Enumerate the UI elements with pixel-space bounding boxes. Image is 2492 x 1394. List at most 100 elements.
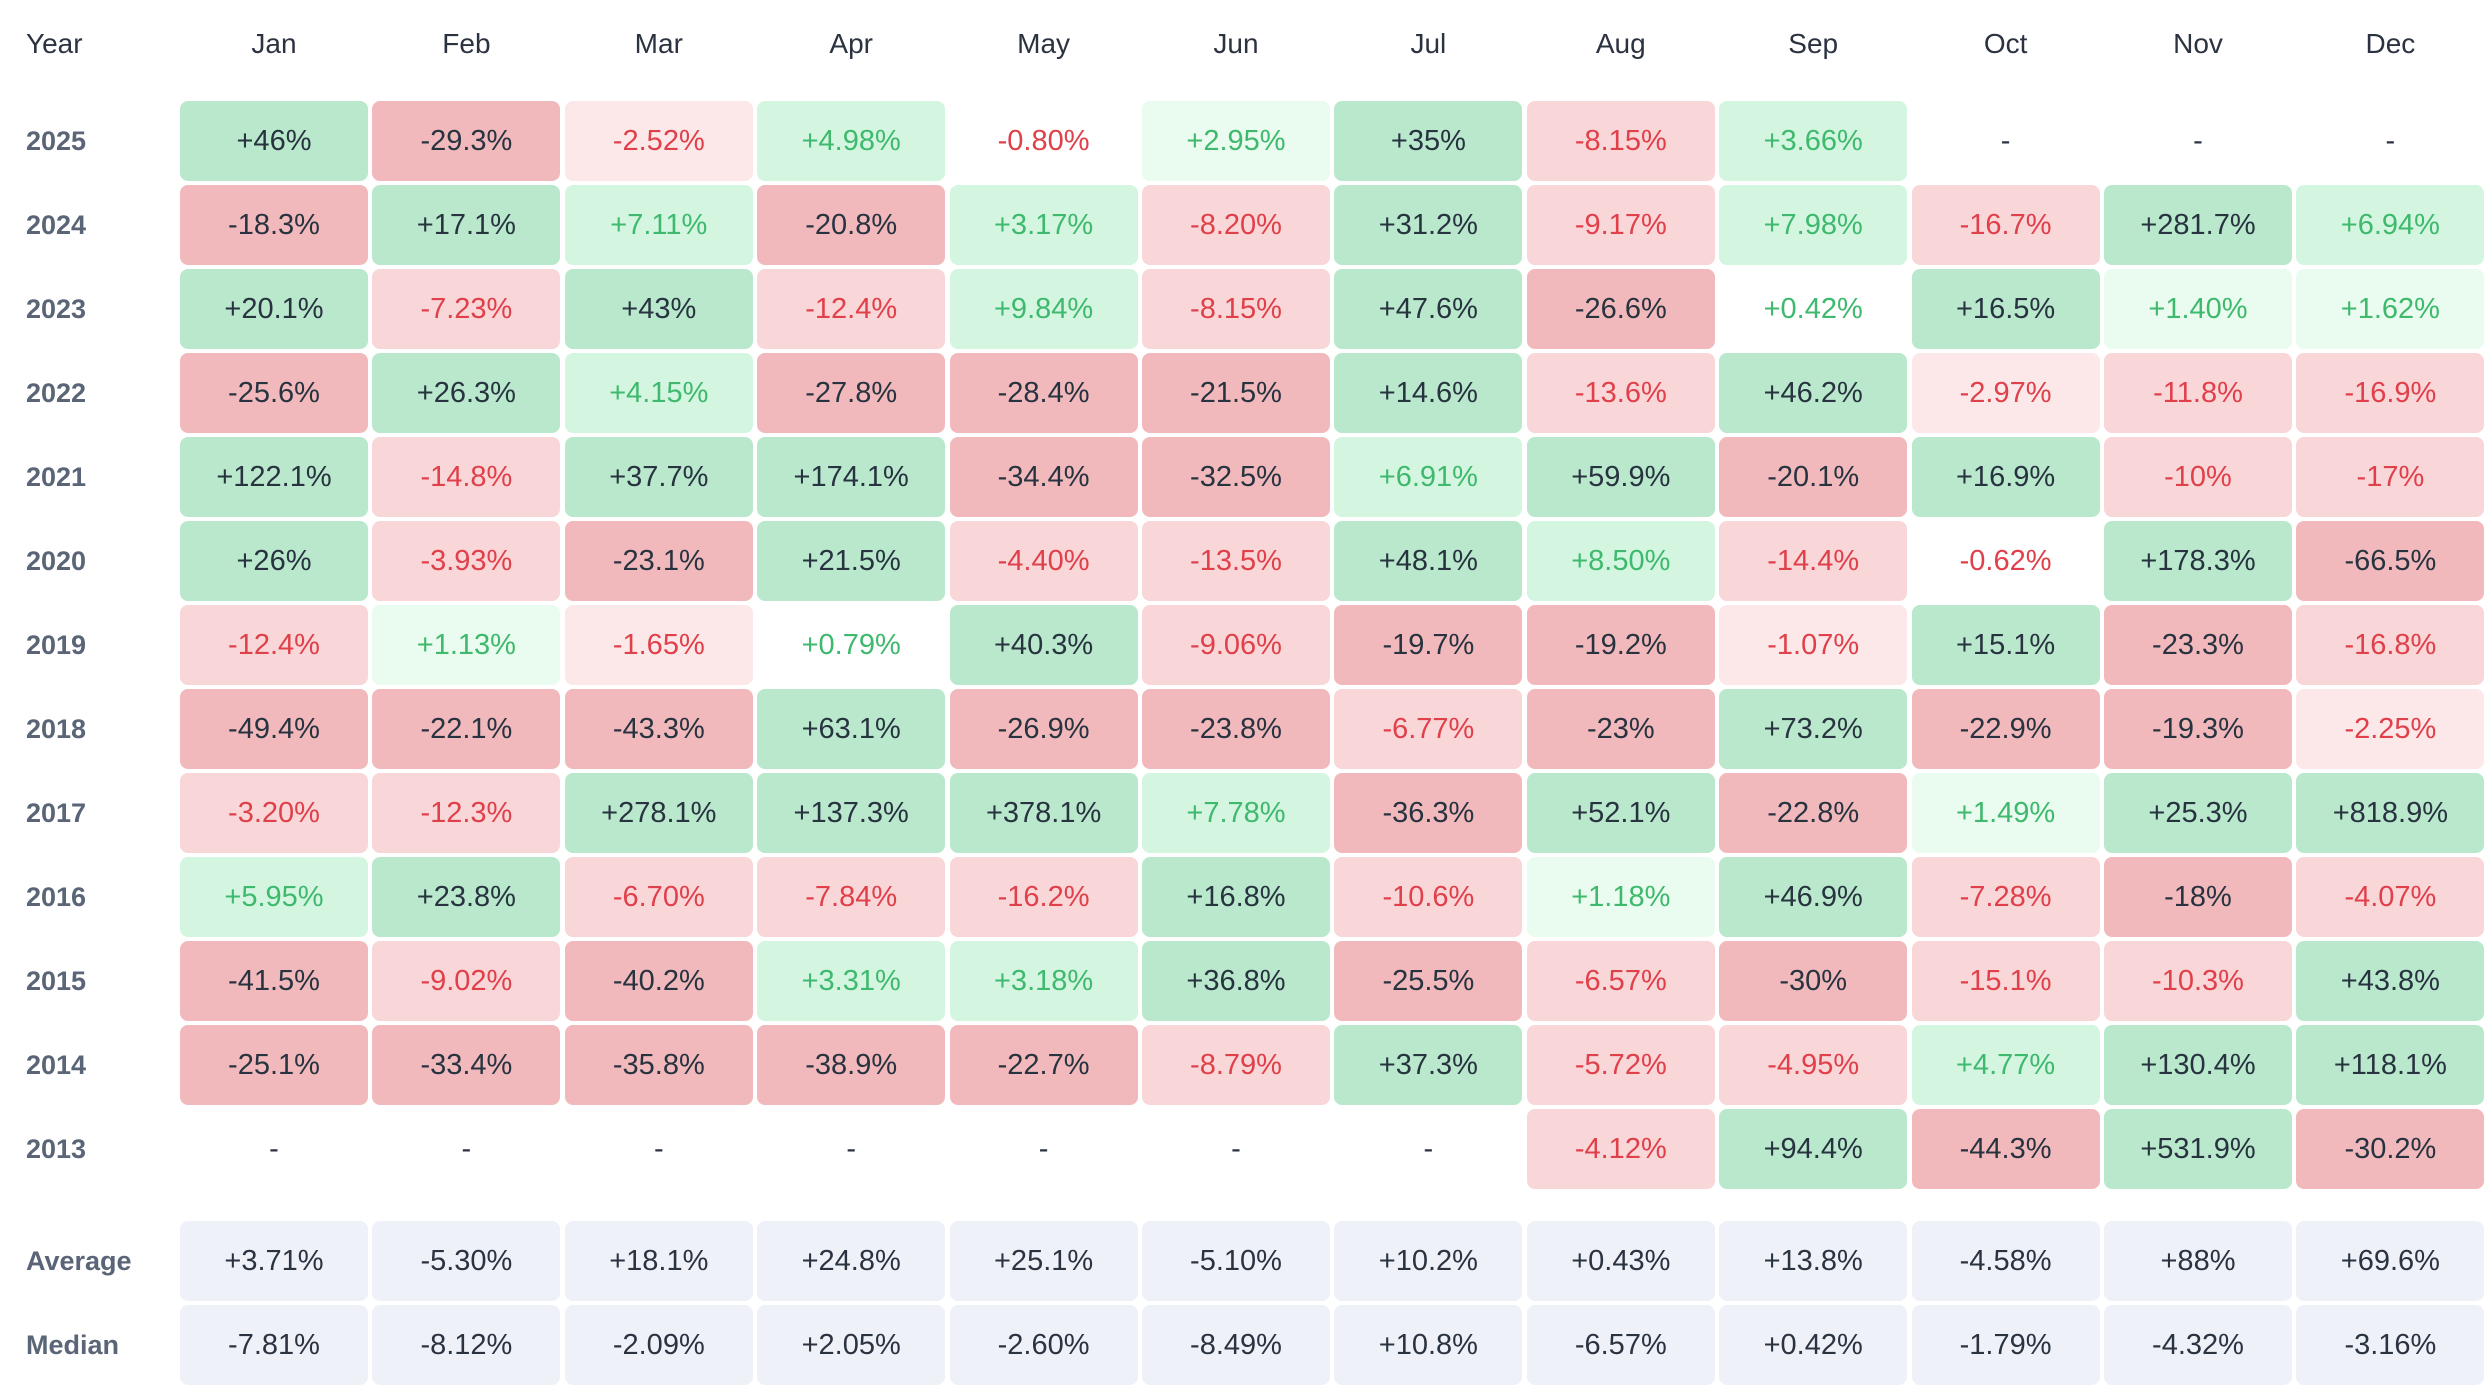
heatmap-cell: -13.6% — [1526, 353, 1715, 433]
month-header-apr: Apr — [829, 28, 873, 59]
month-header-jun: Jun — [1213, 28, 1259, 59]
heatmap-cell: +25.3% — [2104, 773, 2292, 853]
heatmap-cell: +7.98% — [1719, 185, 1908, 265]
heatmap-cell: +818.9% — [2296, 773, 2485, 853]
heatmap-cell: -12.4% — [757, 269, 946, 349]
heatmap-cell: -44.3% — [1911, 1109, 2100, 1189]
heatmap-cell: +1.13% — [372, 605, 561, 685]
heatmap-cell: -11.8% — [2104, 353, 2292, 433]
year-label: 2025 — [26, 126, 87, 156]
heatmap-cell: - — [2193, 124, 2203, 157]
heatmap-cell: +281.7% — [2104, 185, 2292, 265]
heatmap-cell: -23.3% — [2104, 605, 2292, 685]
summary-cell: -7.81% — [180, 1305, 368, 1385]
heatmap-cell: -22.7% — [949, 1025, 1138, 1105]
summary-cell: +13.8% — [1719, 1221, 1908, 1301]
heatmap-cell: +1.18% — [1526, 857, 1715, 937]
heatmap-cell: +52.1% — [1526, 773, 1715, 853]
heatmap-cell: -19.3% — [2104, 689, 2292, 769]
heatmap-cell: -49.4% — [180, 689, 368, 769]
heatmap-cell: -7.23% — [372, 269, 561, 349]
month-header-may: May — [1017, 28, 1071, 59]
heatmap-cell: +7.11% — [564, 185, 753, 265]
heatmap-cell: -4.40% — [949, 521, 1138, 601]
heatmap-cell: +47.6% — [1334, 269, 1523, 349]
heatmap-cell: -7.28% — [1911, 857, 2100, 937]
heatmap-cell: +63.1% — [757, 689, 946, 769]
heatmap-cell: +23.8% — [372, 857, 561, 937]
heatmap-cell: +378.1% — [949, 773, 1138, 853]
month-header-jul: Jul — [1410, 28, 1447, 59]
month-header-oct: Oct — [1983, 28, 2028, 59]
heatmap-cell: +178.3% — [2104, 521, 2292, 601]
heatmap-cell: -7.84% — [757, 857, 946, 937]
heatmap-cell: -66.5% — [2296, 521, 2485, 601]
month-header-sep: Sep — [1788, 28, 1839, 59]
summary-cell: -4.58% — [1911, 1221, 2100, 1301]
heatmap-cell: -9.02% — [372, 941, 561, 1021]
heatmap-cell: +26.3% — [372, 353, 561, 433]
heatmap-cell: -14.8% — [372, 437, 561, 517]
heatmap-cell: -1.65% — [564, 605, 753, 685]
heatmap-cell: +20.1% — [180, 269, 368, 349]
heatmap-cell: -12.3% — [372, 773, 561, 853]
heatmap-cell: -35.8% — [564, 1025, 753, 1105]
heatmap-cell: -19.7% — [1334, 605, 1523, 685]
summary-cell: -6.57% — [1526, 1305, 1715, 1385]
heatmap-cell: +5.95% — [180, 857, 368, 937]
heatmap-cell: +9.84% — [949, 269, 1138, 349]
summary-cell: -8.12% — [372, 1305, 561, 1385]
heatmap-cell: - — [461, 1132, 472, 1165]
heatmap-cell: +14.6% — [1334, 353, 1523, 433]
heatmap-cell: +48.1% — [1334, 521, 1523, 601]
heatmap-cell: - — [653, 1132, 664, 1165]
heatmap-cell: -10% — [2104, 437, 2292, 517]
heatmap-cell: -9.06% — [1142, 605, 1330, 685]
year-label: 2016 — [26, 882, 87, 912]
heatmap-cell: -30.2% — [2296, 1109, 2485, 1189]
heatmap-cell: -8.79% — [1142, 1025, 1330, 1105]
heatmap-cell: -6.70% — [564, 857, 753, 937]
heatmap-cell: +1.49% — [1911, 773, 2100, 853]
year-label: 2024 — [26, 210, 87, 240]
heatmap-cell: +15.1% — [1911, 605, 2100, 685]
heatmap-cell: - — [2385, 124, 2396, 157]
year-label: 2022 — [26, 378, 87, 408]
heatmap-cell: +40.3% — [949, 605, 1138, 685]
heatmap-cell: +0.79% — [801, 628, 901, 661]
heatmap-cell: +59.9% — [1526, 437, 1715, 517]
year-label: 2015 — [26, 966, 87, 996]
heatmap-cell: -0.80% — [997, 124, 1090, 157]
heatmap-cell: - — [1423, 1132, 1434, 1165]
heatmap-cell: -4.12% — [1526, 1109, 1715, 1189]
heatmap-cell: +137.3% — [757, 773, 946, 853]
summary-cell: +0.43% — [1526, 1221, 1715, 1301]
heatmap-cell: -15.1% — [1911, 941, 2100, 1021]
heatmap-cell: -19.2% — [1526, 605, 1715, 685]
summary-cell: +0.42% — [1719, 1305, 1908, 1385]
year-label: 2023 — [26, 294, 87, 324]
heatmap-cell: +8.50% — [1526, 521, 1715, 601]
heatmap-cell: -4.95% — [1719, 1025, 1908, 1105]
summary-cell: +88% — [2104, 1221, 2292, 1301]
heatmap-cell: -4.07% — [2296, 857, 2485, 937]
heatmap-cell: -0.62% — [1959, 544, 2052, 577]
heatmap-cell: +16.5% — [1911, 269, 2100, 349]
heatmap-cell: +3.17% — [949, 185, 1138, 265]
heatmap-cell: -5.72% — [1526, 1025, 1715, 1105]
summary-label-median: Median — [26, 1330, 120, 1360]
heatmap-cell: -16.7% — [1911, 185, 2100, 265]
heatmap-cell: +3.66% — [1719, 101, 1908, 181]
year-label: 2017 — [26, 798, 87, 828]
heatmap-cell: -41.5% — [180, 941, 368, 1021]
month-header-aug: Aug — [1595, 28, 1646, 59]
heatmap-cell: +130.4% — [2104, 1025, 2292, 1105]
heatmap-cell: +1.40% — [2104, 269, 2292, 349]
heatmap-cell: +0.42% — [1763, 292, 1863, 325]
heatmap-cell: - — [2000, 124, 2011, 157]
heatmap-cell: -30% — [1719, 941, 1908, 1021]
heatmap-cell: +3.31% — [757, 941, 946, 1021]
summary-cell: +10.2% — [1334, 1221, 1523, 1301]
heatmap-cell: +35% — [1334, 101, 1523, 181]
